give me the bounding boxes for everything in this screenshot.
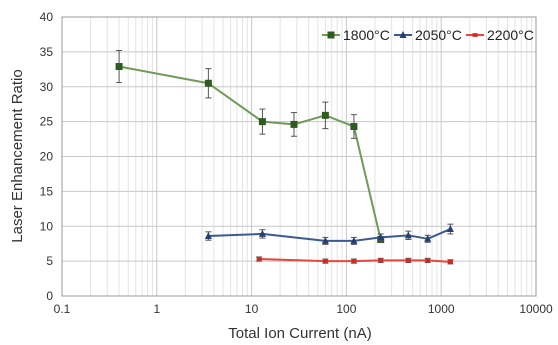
data-point bbox=[322, 259, 328, 263]
legend-item-2: 2200°C bbox=[466, 27, 534, 43]
data-point bbox=[258, 118, 266, 126]
x-tick-label: 10 bbox=[245, 302, 259, 316]
data-point bbox=[350, 123, 358, 131]
x-tick-label: 1000 bbox=[428, 302, 455, 316]
legend-label: 1800°C bbox=[343, 27, 390, 43]
plot-border bbox=[61, 16, 537, 297]
y-tick-label: 30 bbox=[40, 80, 54, 94]
data-point bbox=[378, 258, 384, 263]
series-1 bbox=[204, 223, 454, 245]
axes bbox=[61, 16, 537, 297]
y-tick-label: 0 bbox=[46, 289, 53, 303]
data-point bbox=[258, 229, 266, 237]
series-line bbox=[208, 228, 451, 242]
data-point bbox=[321, 111, 329, 119]
y-tick-label: 25 bbox=[40, 115, 54, 129]
legend: 1800°C 2050°C 2200°C bbox=[322, 27, 534, 43]
x-tick-label: 0.1 bbox=[54, 302, 71, 316]
x-tick-label: 100 bbox=[336, 302, 356, 316]
data-point bbox=[404, 231, 412, 239]
y-tick-label: 40 bbox=[40, 10, 54, 24]
data-point bbox=[115, 63, 123, 71]
data-point bbox=[256, 257, 262, 261]
x-axis-title: Total Ion Current (nA) bbox=[228, 325, 371, 342]
data-point bbox=[290, 120, 298, 128]
data-point bbox=[405, 258, 411, 263]
legend-item-1: 2050°C bbox=[394, 27, 462, 43]
data-point bbox=[377, 233, 385, 241]
y-tick-label: 15 bbox=[40, 184, 54, 198]
data-point bbox=[425, 258, 431, 263]
legend-label: 2200°C bbox=[487, 27, 534, 43]
series-group bbox=[115, 49, 454, 265]
data-point bbox=[204, 232, 212, 240]
data-point bbox=[327, 31, 335, 39]
tick-labels: 0.1 1 10 100 1000 10000 0 5 10 15 20 25 30 35 40 bbox=[40, 10, 553, 316]
data-point bbox=[321, 236, 329, 244]
legend-label: 2050°C bbox=[415, 27, 462, 43]
data-point bbox=[351, 259, 357, 263]
data-point bbox=[204, 79, 212, 87]
data-point bbox=[399, 31, 407, 38]
data-point bbox=[350, 236, 358, 244]
x-tick-label: 10000 bbox=[519, 302, 553, 316]
data-point bbox=[447, 259, 453, 264]
x-tick-label: 1 bbox=[153, 302, 160, 316]
y-tick-label: 10 bbox=[40, 219, 54, 233]
y-axis-title: Laser Enhancement Ratio bbox=[9, 69, 26, 242]
y-tick-label: 20 bbox=[40, 150, 54, 164]
series-2 bbox=[256, 256, 454, 265]
y-tick-label: 5 bbox=[46, 254, 53, 268]
legend-item-0: 1800°C bbox=[322, 27, 390, 43]
y-tick-label: 35 bbox=[40, 45, 54, 59]
data-point bbox=[446, 225, 454, 233]
data-point bbox=[472, 33, 478, 37]
data-point bbox=[424, 234, 432, 242]
